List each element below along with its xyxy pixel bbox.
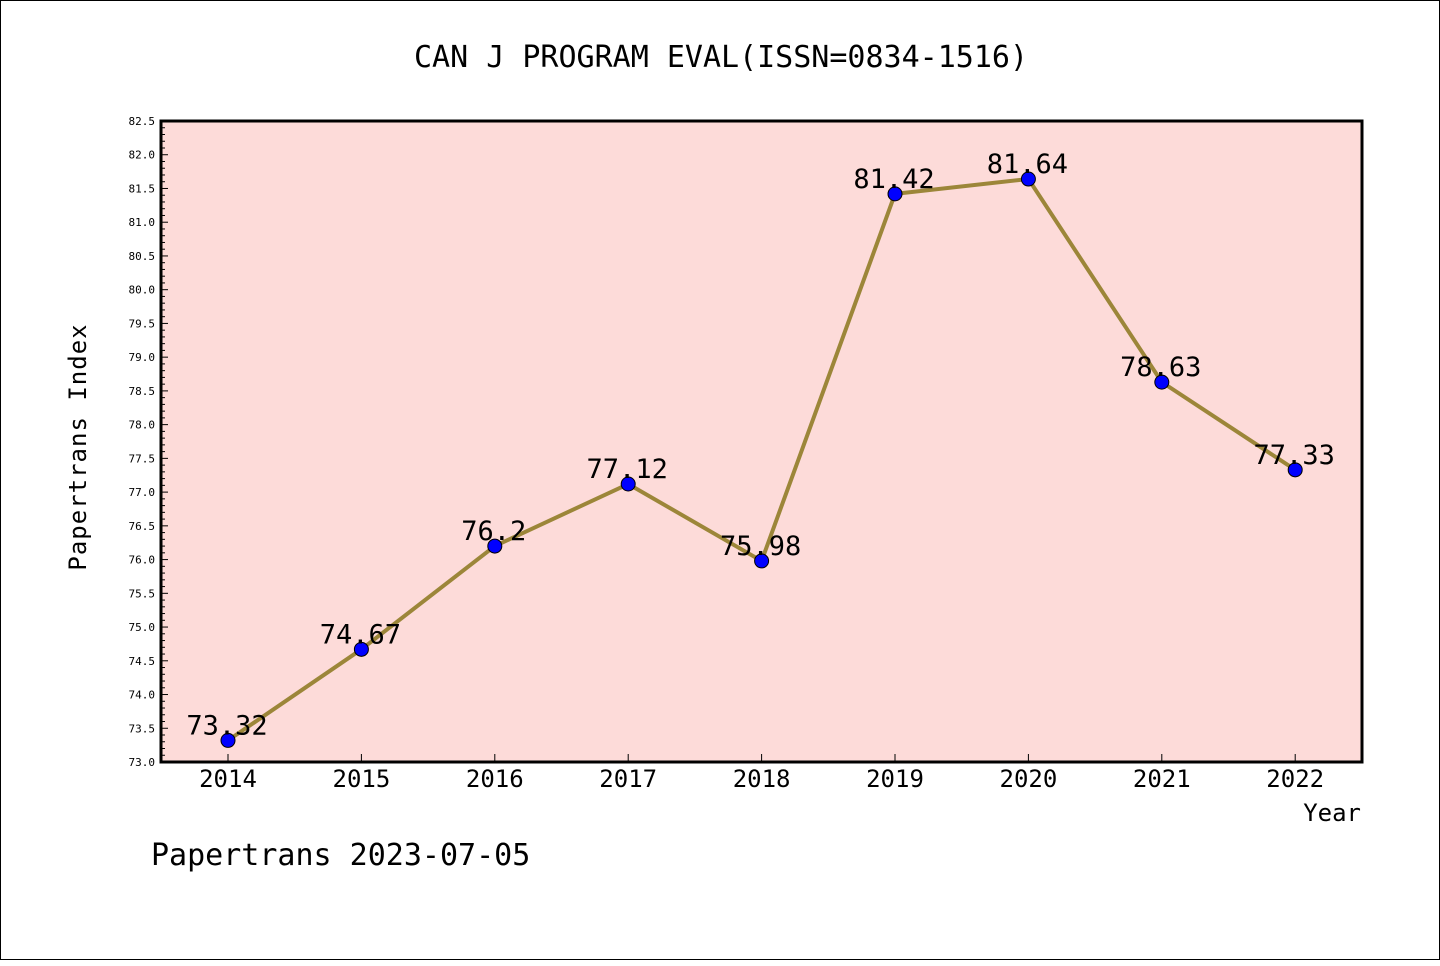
x-tick-label: 2018 bbox=[733, 765, 791, 793]
chart-title: CAN J PROGRAM EVAL(ISSN=0834-1516) bbox=[414, 40, 1028, 75]
y-tick-label: 73.5 bbox=[129, 722, 156, 735]
y-tick-label: 77.0 bbox=[129, 486, 156, 499]
y-tick-label: 75.5 bbox=[129, 587, 156, 600]
footer-text: Papertrans 2023-07-05 bbox=[151, 838, 530, 873]
series-markers bbox=[220, 171, 1303, 748]
data-label: 75.98 bbox=[720, 531, 801, 562]
data-label: 77.33 bbox=[1254, 440, 1335, 471]
x-tick-label: 2017 bbox=[599, 765, 657, 793]
data-label: 78.63 bbox=[1120, 352, 1201, 383]
data-label: 81.64 bbox=[987, 149, 1068, 180]
x-tick-label: 2014 bbox=[199, 765, 257, 793]
y-tick-label: 81.5 bbox=[129, 182, 156, 195]
data-label: 81.42 bbox=[853, 164, 934, 195]
x-tick-label: 2022 bbox=[1266, 765, 1324, 793]
y-tick-label: 79.0 bbox=[129, 351, 156, 364]
data-point bbox=[1154, 374, 1170, 390]
data-point bbox=[220, 732, 236, 748]
data-point bbox=[487, 538, 503, 554]
y-tick-label: 74.5 bbox=[129, 655, 156, 668]
x-axis: 2014 2015 2016 2017 2018 2019 2020 2021 2022 bbox=[199, 754, 1324, 793]
data-point bbox=[1287, 462, 1303, 478]
y-tick-label: 78.5 bbox=[129, 385, 156, 398]
x-tick-label: 2015 bbox=[333, 765, 391, 793]
y-tick-label: 76.5 bbox=[129, 520, 156, 533]
y-tick-label: 76.0 bbox=[129, 554, 156, 567]
data-labels: 73.32 74.67 76.2 77.12 75.98 81.42 81.64 78.63 7… bbox=[186, 149, 1334, 741]
y-tick-label: 82.0 bbox=[129, 149, 156, 162]
data-point bbox=[353, 641, 369, 657]
x-tick-label: 2020 bbox=[1000, 765, 1058, 793]
y-tick-label: 80.5 bbox=[129, 250, 156, 263]
data-point bbox=[887, 186, 903, 202]
y-axis: 73.0 73.5 74.0 74.5 75.0 75.5 76.0 76.5 77.0 77.5… bbox=[129, 115, 168, 769]
y-tick-label: 73.0 bbox=[129, 756, 156, 769]
y-tick-label: 80.0 bbox=[129, 284, 156, 297]
data-label: 73.32 bbox=[186, 710, 267, 741]
plot-area bbox=[159, 119, 1364, 764]
y-tick-label: 77.5 bbox=[129, 452, 156, 465]
y-tick-label: 75.0 bbox=[129, 621, 156, 634]
data-label: 76.2 bbox=[461, 516, 526, 547]
y-axis-label: Papertrans Index bbox=[64, 323, 92, 570]
x-tick-label: 2016 bbox=[466, 765, 524, 793]
y-tick-label: 78.0 bbox=[129, 419, 156, 432]
data-point bbox=[754, 553, 770, 569]
x-axis-label: Year bbox=[1303, 799, 1361, 827]
x-tick-label: 2021 bbox=[1133, 765, 1191, 793]
data-point bbox=[1020, 171, 1036, 187]
y-tick-label: 82.5 bbox=[129, 115, 156, 128]
y-tick-label: 79.5 bbox=[129, 317, 156, 330]
data-point bbox=[620, 476, 636, 492]
data-label: 77.12 bbox=[587, 454, 668, 485]
y-tick-label: 74.0 bbox=[129, 689, 156, 702]
y-tick-label: 81.0 bbox=[129, 216, 156, 229]
x-tick-label: 2019 bbox=[866, 765, 924, 793]
data-label: 74.67 bbox=[320, 619, 401, 650]
